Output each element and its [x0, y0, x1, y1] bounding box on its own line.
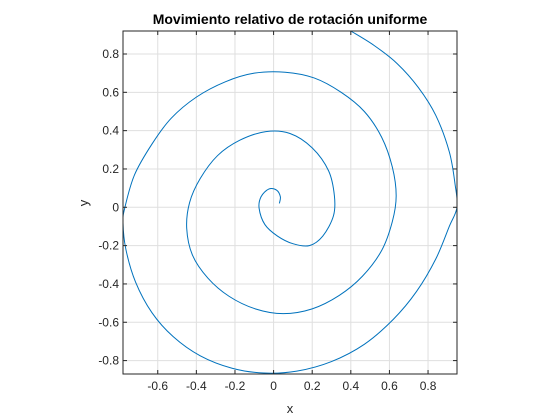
x-tick-label: 0.6	[381, 379, 398, 393]
y-tick-label: 0.6	[102, 85, 119, 99]
y-tick-label: 0.2	[102, 162, 119, 176]
x-axis-label: x	[287, 401, 294, 416]
y-tick-label: -0.6	[98, 315, 119, 329]
x-tick-label: 0	[270, 379, 277, 393]
y-axis-label: y	[76, 199, 91, 206]
plot-area	[123, 31, 457, 374]
x-tick-label: -0.6	[147, 379, 168, 393]
x-tick-label: 0.4	[342, 379, 359, 393]
spiral-series-line	[123, 31, 457, 374]
x-tick-label: 0.8	[420, 379, 437, 393]
x-tick-label: -0.2	[225, 379, 246, 393]
grid-lines	[123, 31, 457, 374]
axis-ticks: -0.6 -0.4 -0.2 0 0.2 0.4 0.6 0.8 -0.8 -0.6 -0.4 -0.…	[98, 31, 457, 393]
y-tick-label: -0.8	[98, 354, 119, 368]
y-tick-label: -0.4	[98, 277, 119, 291]
y-tick-label: 0.8	[102, 47, 119, 61]
x-tick-label: 0.2	[304, 379, 321, 393]
y-tick-label: -0.2	[98, 239, 119, 253]
y-tick-label: 0	[112, 200, 119, 214]
axes-box	[122, 30, 458, 375]
chart-title: Movimiento relativo de rotación uniforme	[153, 11, 428, 27]
y-tick-label: 0.4	[102, 124, 119, 138]
x-tick-label: -0.4	[186, 379, 207, 393]
